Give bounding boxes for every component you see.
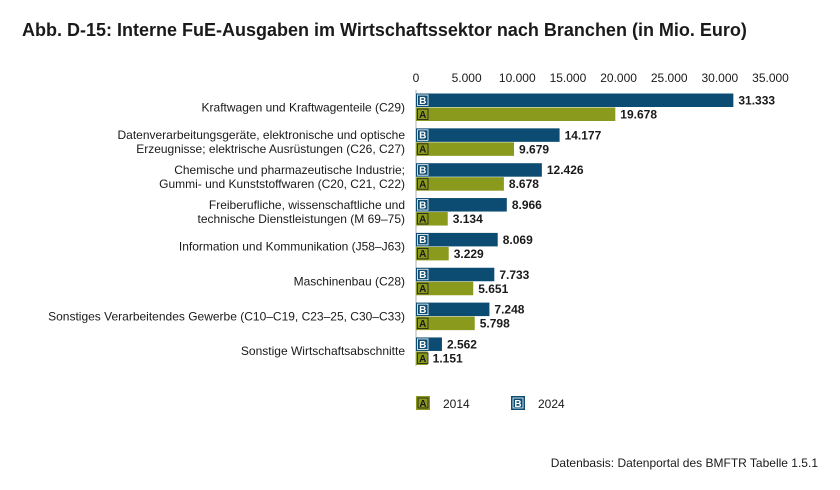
category-label: technische Dienstleistungen (M 69–75)	[198, 212, 405, 226]
bar-tag-b: B	[419, 96, 426, 107]
bar-tag-box	[417, 317, 429, 330]
source-note: Datenbasis: Datenportal des BMFTR Tabell…	[550, 456, 818, 470]
bar-tag-a: A	[419, 249, 426, 260]
bar-tag-a: A	[419, 319, 426, 330]
bar-tag-box	[417, 178, 429, 190]
category-label: Chemische und pharmazeutische Industrie;	[174, 163, 405, 177]
bar-2024	[416, 93, 734, 107]
bar-tag-box	[417, 94, 429, 106]
bar-2014	[416, 107, 616, 121]
bar-tag-box	[417, 199, 429, 211]
bar-tag-b: B	[419, 131, 426, 142]
bar-2024	[416, 302, 490, 317]
legend-swatch-2014	[416, 396, 430, 410]
category-label: Kraftwagen und Kraftwagenteile (C29)	[202, 100, 405, 114]
bar-tag-box	[417, 282, 429, 295]
x-tick-label: 30.000	[702, 71, 739, 85]
bar-tag-box	[417, 108, 429, 120]
bar-tag-b: B	[419, 340, 426, 351]
bar-2024	[416, 267, 495, 282]
bar-tag-box	[417, 303, 429, 316]
value-label-2014: 1.151	[433, 351, 463, 365]
legend-swatch-2024	[511, 396, 525, 410]
legend-label: 2024	[538, 397, 565, 411]
value-label-2024: 14.177	[565, 128, 602, 142]
x-tick-label: 15.000	[550, 71, 587, 85]
bar-2014	[416, 246, 449, 261]
x-tick-label: 0	[413, 71, 420, 85]
bar-tag-a: A	[419, 214, 426, 225]
bar-tag-box	[417, 268, 429, 281]
value-label-2024: 12.426	[547, 163, 584, 177]
legend-label: 2014	[443, 397, 470, 411]
value-label-2024: 7.733	[499, 268, 529, 282]
x-tick-label: 5.000	[452, 71, 482, 85]
value-label-2024: 8.069	[503, 233, 533, 247]
bar-tag-box	[417, 129, 429, 141]
bar-tag-a: A	[419, 145, 426, 156]
bar-tag-box	[417, 213, 429, 225]
legend-tag: A	[419, 399, 426, 410]
category-label: Information und Kommunikation (J58–J63)	[179, 240, 405, 254]
bar-tag-box	[417, 352, 429, 364]
bar-tag-box	[417, 247, 429, 260]
category-label: Maschinenbau (C28)	[294, 275, 405, 289]
category-label: Sonstige Wirtschaftsabschnitte	[241, 344, 405, 358]
bar-2014	[416, 316, 475, 331]
legend-tag: B	[514, 399, 521, 410]
bar-2024	[416, 128, 560, 142]
value-label-2014: 19.678	[620, 108, 657, 122]
legend-tag-box	[512, 397, 524, 409]
value-label-2024: 7.248	[494, 303, 524, 317]
bar-tag-a: A	[419, 180, 426, 191]
chart-title: Abb. D-15: Interne FuE-Ausgaben im Wirts…	[22, 20, 747, 40]
bar-tag-a: A	[419, 354, 426, 365]
value-label-2014: 3.134	[453, 212, 483, 226]
value-label-2014: 9.679	[519, 142, 549, 156]
bar-2014	[416, 212, 448, 226]
bar-tag-a: A	[419, 284, 426, 295]
value-label-2014: 3.229	[454, 247, 484, 261]
bar-2024	[416, 198, 507, 212]
bar-tag-box	[417, 143, 429, 155]
bar-tag-box	[417, 164, 429, 176]
x-tick-label: 20.000	[600, 71, 637, 85]
value-label-2014: 8.678	[509, 177, 539, 191]
x-tick-label: 10.000	[499, 71, 536, 85]
category-label: Datenverarbeitungsgeräte, elektronische …	[117, 128, 405, 142]
bar-tag-box	[417, 233, 429, 246]
bar-2014	[416, 142, 515, 156]
value-label-2024: 31.333	[738, 94, 775, 108]
category-label: Gummi- und Kunststoffwaren (C20, C21, C2…	[159, 177, 405, 191]
value-label-2014: 5.798	[480, 317, 510, 331]
category-label: Freiberufliche, wissenschaftliche und	[209, 198, 405, 212]
bar-tag-b: B	[419, 235, 426, 246]
bar-2024	[416, 163, 542, 177]
bar-tag-box	[417, 338, 429, 350]
bar-tag-b: B	[419, 166, 426, 177]
bar-2024	[416, 337, 442, 351]
legend-tag-box	[417, 397, 429, 409]
bar-tag-b: B	[419, 200, 426, 211]
bar-2024	[416, 232, 498, 247]
value-label-2024: 8.966	[512, 198, 542, 212]
bar-2014	[416, 351, 428, 365]
value-label-2024: 2.562	[447, 337, 477, 351]
bar-tag-b: B	[419, 305, 426, 316]
x-tick-label: 25.000	[651, 71, 688, 85]
value-label-2014: 5.651	[478, 282, 508, 296]
bar-2014	[416, 177, 504, 191]
bar-tag-b: B	[419, 270, 426, 281]
category-label: Sonstiges Verarbeitendes Gewerbe (C10–C1…	[48, 309, 405, 323]
bar-2014	[416, 281, 474, 296]
x-tick-label: 35.000	[752, 71, 789, 85]
bar-tag-a: A	[419, 110, 426, 121]
category-label: Erzeugnisse; elektrische Ausrüstungen (C…	[136, 142, 405, 156]
